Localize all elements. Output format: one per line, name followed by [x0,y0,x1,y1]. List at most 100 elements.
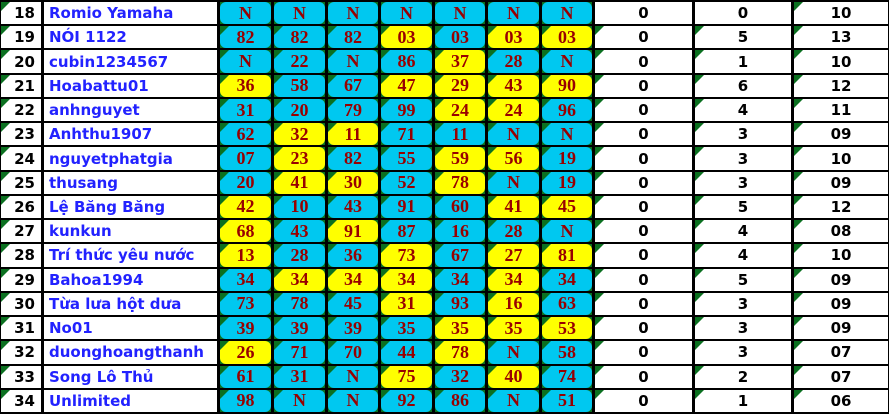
stat-cell: 0 [592,339,695,366]
corner-triangle-icon [696,124,704,133]
player-name-cell[interactable]: Trí thức yêu nước [41,242,220,269]
stat-cell: 0 [592,145,695,172]
stat-cell: 0 [592,218,695,245]
corner-triangle-icon [221,124,229,133]
player-name-cell[interactable]: Từa lưa hột dưa [41,290,220,318]
stat-label: 0 [737,4,749,23]
value-pill: 86 [382,51,431,72]
value-cell: 20 [271,96,328,124]
stat-label: 0 [638,294,649,313]
value-pill: 56 [489,148,538,169]
value-cell: 86 [432,387,488,414]
corner-triangle-icon [436,342,444,351]
value-label: 24 [504,99,523,120]
value-label: 30 [344,172,362,193]
value-pill: 03 [436,27,484,48]
value-label: 26 [236,341,255,362]
player-name-cell[interactable]: kunkun [41,218,220,245]
rank-cell: 34 [0,387,44,414]
value-pill: 96 [543,99,591,121]
corner-triangle-icon [596,148,604,157]
player-name-cell[interactable]: Song Lô Thủ [41,363,220,390]
value-pill: 82 [329,148,377,169]
player-name-cell[interactable]: Anhthu1907 [41,121,220,148]
corner-triangle-icon [275,293,283,302]
corner-triangle-icon [696,196,704,205]
player-name-cell[interactable]: NÓI 1122 [41,24,220,51]
player-name-cell[interactable]: anhnguyet [41,96,220,124]
corner-triangle-icon [1,148,10,157]
rank-cell: 18 [0,0,44,27]
corner-triangle-icon [1,390,10,399]
value-cell: 98 [217,387,274,414]
stat-label: 4 [737,101,749,120]
value-label: 27 [504,244,523,265]
value-label: 19 [558,148,576,169]
corner-triangle-icon [795,269,803,278]
player-name-cell[interactable]: Romio Yamaha [41,0,220,27]
corner-triangle-icon [275,366,283,375]
value-cell: 87 [378,218,435,245]
value-label: 35 [451,317,469,338]
value-pill: 82 [275,27,324,48]
rank-cell: 22 [0,96,44,124]
stat-label: 07 [830,343,852,362]
value-cell: N [539,218,595,245]
value-cell: 23 [271,145,328,172]
corner-triangle-icon [795,390,803,399]
value-label: 28 [290,244,309,265]
player-name-cell[interactable]: nguyetphatgia [41,145,220,172]
value-cell: 67 [432,242,488,269]
player-name-cell[interactable]: Lệ Băng Băng [41,193,220,221]
player-name-cell[interactable]: thusang [41,169,220,196]
player-name-cell[interactable]: No01 [41,315,220,342]
value-pill: 19 [543,148,591,169]
value-label: 81 [558,244,576,265]
player-name-cell[interactable]: Hoabattu01 [41,72,220,99]
player-name-cell[interactable]: Unlimited [41,387,220,414]
value-label: 58 [558,341,576,362]
stat-cell: 1 [692,48,794,75]
player-name-cell[interactable]: Bahoa1994 [41,266,220,293]
value-pill: N [489,172,538,193]
corner-triangle-icon [489,51,497,60]
stat-label: 2 [737,367,749,386]
player-name-cell[interactable]: duonghoangthanh [41,339,220,366]
corner-triangle-icon [795,148,803,157]
value-pill: 35 [436,317,484,339]
stat-label: 0 [638,343,649,362]
value-label: 31 [290,366,309,387]
player-name-cell[interactable]: cubin1234567 [41,48,220,75]
corner-triangle-icon [1,124,10,133]
value-label: N [346,390,360,411]
value-cell: 35 [485,315,542,342]
value-pill: 74 [543,366,591,387]
rank-label: 20 [14,52,35,71]
corner-triangle-icon [329,269,337,278]
corner-triangle-icon [489,124,497,133]
corner-triangle-icon [221,51,229,60]
corner-triangle-icon [596,366,604,375]
corner-triangle-icon [795,75,803,84]
value-cell: 24 [432,96,488,124]
value-cell: N [539,121,595,148]
value-cell: 39 [217,315,274,342]
value-cell: 75 [378,363,435,390]
value-label: 86 [451,390,469,411]
corner-triangle-icon [795,27,803,36]
value-pill: N [489,342,538,363]
value-label: 47 [397,75,416,96]
value-label: 70 [344,341,362,362]
value-pill: N [329,390,377,411]
value-label: 35 [397,317,416,338]
corner-triangle-icon [543,293,551,302]
stat-cell: 0 [592,72,695,99]
stat-cell: 4 [692,96,794,124]
corner-triangle-icon [696,51,704,60]
value-label: 36 [344,244,362,265]
stat-label: 3 [737,125,749,144]
value-cell: 91 [378,193,435,221]
value-label: 52 [397,172,416,193]
corner-triangle-icon [596,269,604,278]
